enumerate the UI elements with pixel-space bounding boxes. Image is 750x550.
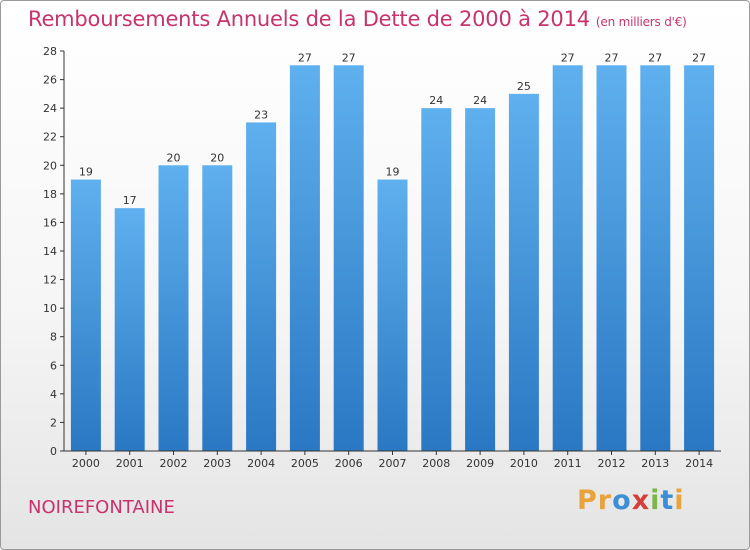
x-tick-label-2001: 2001 — [116, 457, 144, 470]
y-tick-label: 2 — [50, 416, 57, 429]
value-label-2004: 23 — [254, 108, 268, 121]
y-tick-label: 16 — [43, 216, 57, 229]
x-tick-label-2006: 2006 — [335, 457, 363, 470]
value-label-2005: 27 — [298, 51, 312, 64]
value-label-2006: 27 — [342, 51, 356, 64]
y-tick-label: 20 — [43, 159, 57, 172]
bar-2014 — [684, 65, 715, 452]
bar-2012 — [596, 65, 627, 452]
x-tick-label-2011: 2011 — [554, 457, 582, 470]
logo-letter: t — [660, 485, 675, 516]
logo-letter: i — [650, 485, 661, 516]
value-label-2009: 24 — [473, 94, 487, 107]
logo-letter: x — [631, 485, 651, 516]
x-tick-label-2014: 2014 — [685, 457, 713, 470]
logo-letter: i — [674, 485, 685, 516]
bars-group: 19 17 20 20 23 27 27 19 24 24 25 27 27 27 27 — [70, 51, 715, 452]
logo-letter: r — [597, 485, 613, 516]
value-label-2007: 19 — [386, 166, 400, 179]
bar-2000 — [70, 179, 101, 452]
x-tick-label-2003: 2003 — [203, 457, 231, 470]
bar-2010 — [508, 93, 539, 451]
bar-2004 — [246, 122, 277, 451]
value-label-2001: 17 — [123, 194, 137, 207]
value-label-2013: 27 — [648, 51, 662, 64]
y-tick-label: 4 — [50, 388, 57, 401]
chart-title-text: Remboursements Annuels de la Dette de 20… — [28, 7, 590, 31]
x-tick-label-2013: 2013 — [641, 457, 669, 470]
bar-2009 — [465, 108, 496, 452]
y-tick-label: 22 — [43, 131, 57, 144]
bar-2013 — [640, 65, 671, 452]
x-tick-label-2007: 2007 — [379, 457, 407, 470]
x-tick-label-2000: 2000 — [72, 457, 100, 470]
value-label-2010: 25 — [517, 80, 531, 93]
bar-2008 — [421, 108, 452, 452]
x-tick-label-2010: 2010 — [510, 457, 538, 470]
value-label-2003: 20 — [210, 151, 224, 164]
bar-2005 — [289, 65, 320, 452]
y-tick-label: 10 — [43, 302, 57, 315]
y-tick-label: 18 — [43, 188, 57, 201]
value-label-2014: 27 — [692, 51, 706, 64]
proxiti-logo: Proxiti — [577, 485, 685, 516]
x-tick-label-2009: 2009 — [466, 457, 494, 470]
y-tick-label: 8 — [50, 331, 57, 344]
y-tick-label: 28 — [43, 45, 57, 58]
value-label-2000: 19 — [79, 166, 93, 179]
y-tick-label: 24 — [43, 102, 57, 115]
x-tick-label-2008: 2008 — [422, 457, 450, 470]
logo-letter: o — [612, 485, 632, 516]
chart-title: Remboursements Annuels de la Dette de 20… — [28, 7, 687, 31]
commune-name: NOIREFONTAINE — [28, 497, 175, 518]
chart-subtitle: (en milliers d'€) — [595, 15, 687, 29]
y-tick-label: 12 — [43, 274, 57, 287]
value-label-2012: 27 — [605, 51, 619, 64]
value-label-2008: 24 — [429, 94, 443, 107]
x-tick-label-2002: 2002 — [160, 457, 188, 470]
y-tick-label: 14 — [43, 245, 57, 258]
y-tick-label: 0 — [50, 445, 57, 458]
value-label-2011: 27 — [561, 51, 575, 64]
bar-2007 — [377, 179, 408, 452]
bar-2011 — [552, 65, 583, 452]
y-tick-label: 26 — [43, 74, 57, 87]
bar-2001 — [114, 208, 145, 451]
x-tick-label-2005: 2005 — [291, 457, 319, 470]
bar-2003 — [202, 165, 233, 452]
bar-2006 — [333, 65, 364, 452]
x-tick-label-2012: 2012 — [598, 457, 626, 470]
value-label-2002: 20 — [167, 151, 181, 164]
bar-2002 — [158, 165, 189, 452]
y-tick-label: 6 — [50, 359, 57, 372]
logo-letter: P — [577, 485, 598, 516]
x-tick-label-2004: 2004 — [247, 457, 275, 470]
